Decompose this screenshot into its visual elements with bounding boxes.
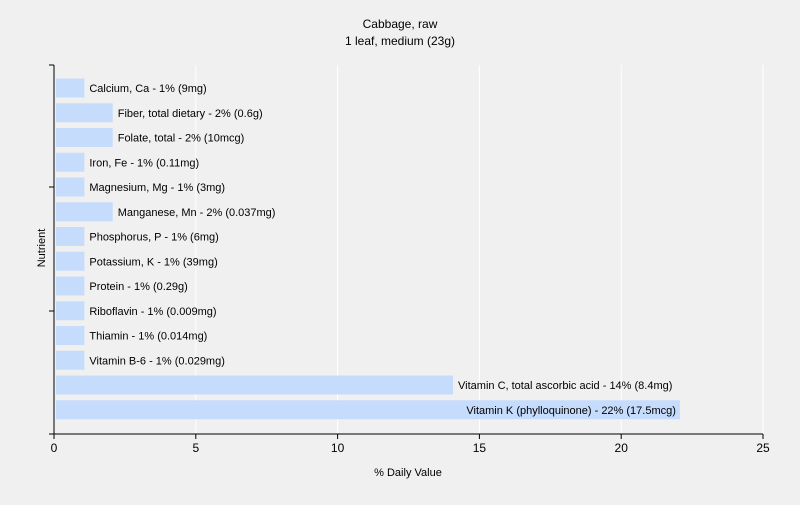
bars: Calcium, Ca - 1% (9mg) Fiber, total dieta… (56, 78, 680, 420)
bar (56, 78, 85, 98)
bar-label: Potassium, K - 1% (39mg) (89, 256, 217, 268)
bar (56, 202, 113, 222)
bar-label: Fiber, total dietary - 2% (0.6g) (118, 108, 263, 120)
chart-subtitle: 1 leaf, medium (23g) (345, 34, 455, 48)
bar-label: Manganese, Mn - 2% (0.037mg) (118, 207, 276, 219)
bar-label: Protein - 1% (0.29g) (89, 281, 187, 293)
bar (56, 227, 85, 246)
bar (56, 251, 85, 271)
x-tick-label: 15 (473, 441, 487, 455)
bar-label: Vitamin B-6 - 1% (0.029mg) (89, 355, 225, 367)
bar-label: Folate, total - 2% (10mcg) (118, 133, 245, 145)
bar-label: Thiamin - 1% (0.014mg) (89, 331, 207, 343)
bar-label: Vitamin K (phylloquinone) - 22% (17.5mcg… (466, 405, 676, 417)
x-tick-label: 20 (615, 441, 629, 455)
bar (56, 350, 85, 370)
x-tick-label: 10 (331, 441, 345, 455)
bar-label: Calcium, Ca - 1% (9mg) (89, 83, 206, 95)
bar (56, 152, 85, 172)
x-tick-label: 5 (192, 441, 199, 455)
grid-lines (195, 65, 764, 434)
bar-label: Iron, Fe - 1% (0.11mg) (89, 157, 199, 169)
bar (56, 128, 113, 147)
y-axis-label: Nutrient (36, 229, 48, 268)
bar (56, 276, 85, 296)
chart-title: Cabbage, raw (363, 17, 438, 31)
bar (56, 177, 85, 197)
x-axis-label: % Daily Value (374, 467, 442, 479)
bar-label: Vitamin C, total ascorbic acid - 14% (8.… (458, 380, 672, 392)
bar (56, 103, 113, 123)
bar-label: Magnesium, Mg - 1% (3mg) (89, 182, 225, 194)
bar-label: Riboflavin - 1% (0.009mg) (89, 306, 216, 318)
bar (56, 375, 454, 395)
bar-label: Phosphorus, P - 1% (6mg) (89, 232, 218, 244)
x-tick-label: 25 (756, 441, 770, 455)
axes: 0 5 10 15 20 25 (49, 64, 770, 455)
bar (56, 400, 680, 420)
bar (56, 326, 85, 345)
bar (56, 301, 85, 321)
x-tick-label: 0 (51, 441, 58, 455)
